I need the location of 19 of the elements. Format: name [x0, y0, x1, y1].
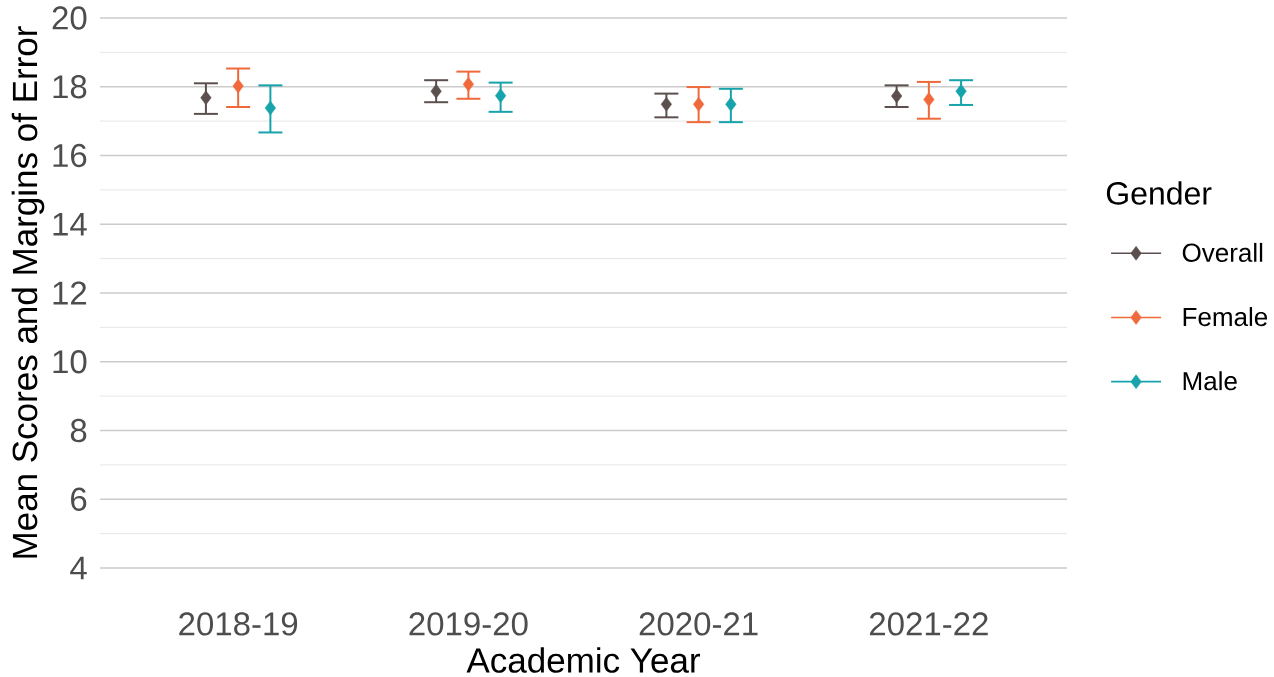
legend-label: Overall: [1182, 242, 1263, 262]
y-tick-label: 16: [53, 143, 87, 168]
x-tick-label: 2021-22: [869, 612, 988, 636]
y-tick-label: 18: [53, 75, 87, 99]
x-tick-label: 2020-21: [639, 612, 758, 636]
y-tick-label: 14: [53, 212, 87, 236]
x-axis-title: Academic Year: [466, 647, 700, 673]
legend-label: Female: [1183, 307, 1268, 327]
y-tick-label: 8: [70, 418, 87, 443]
x-tick-label: 2019-20: [409, 612, 528, 636]
y-tick-label: 4: [70, 556, 87, 580]
y-tick-label: 12: [53, 281, 87, 305]
y-tick-label: 20: [52, 6, 87, 30]
y-tick-label: 10: [53, 350, 87, 374]
y-axis-title: Mean Scores and Margins of Error: [11, 26, 45, 558]
x-tick-label: 2018-19: [179, 612, 298, 636]
legend-title: Gender: [1106, 181, 1212, 205]
y-tick-label: 6: [71, 487, 87, 511]
legend-label: Male: [1183, 371, 1237, 391]
